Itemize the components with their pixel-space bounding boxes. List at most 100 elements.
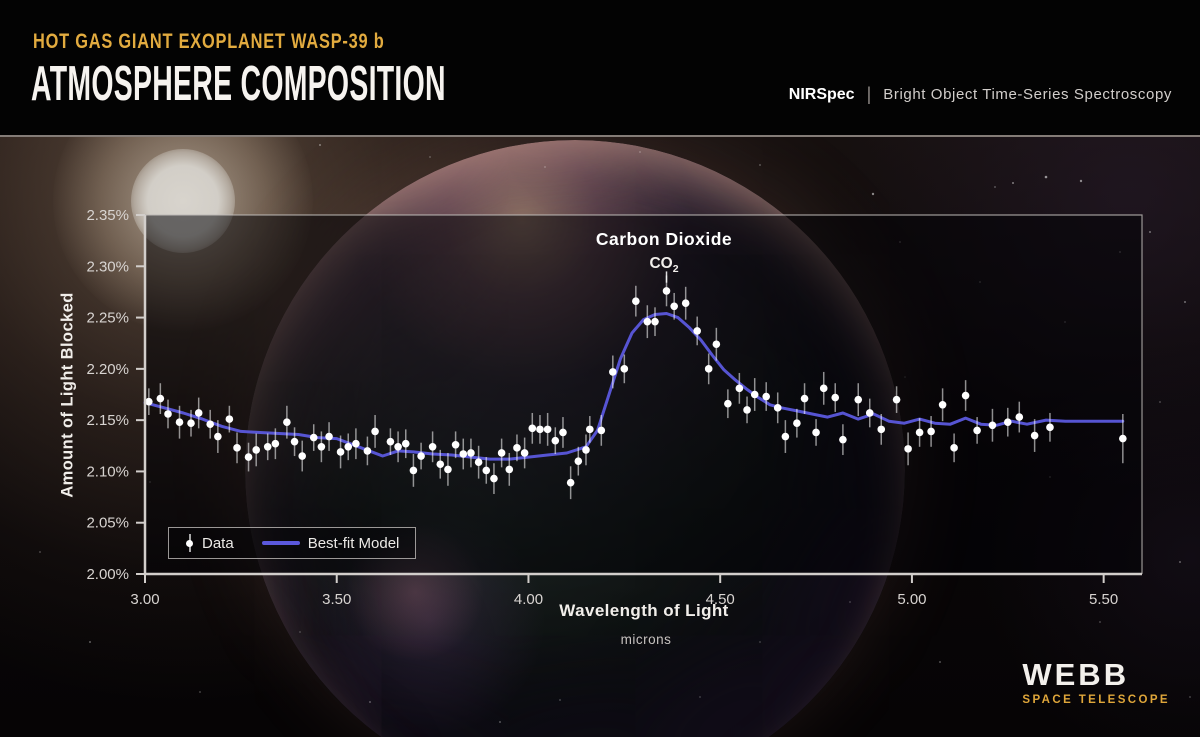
webb-logo-name: WEBB [1022, 657, 1130, 692]
data-point [670, 302, 678, 311]
data-point [271, 439, 280, 448]
legend-item-model: Best-fit Model [261, 535, 399, 552]
star [199, 691, 201, 693]
data-point [467, 449, 475, 457]
data-point [451, 440, 460, 449]
data-point [543, 425, 552, 434]
y-tick-label: 2.35% [86, 207, 129, 224]
x-tick-label: 5.50 [1089, 591, 1118, 608]
star [69, 351, 71, 353]
data-point [877, 425, 886, 434]
data-point [386, 437, 395, 446]
data-point [1030, 431, 1039, 440]
data-point [892, 395, 901, 404]
star [1184, 301, 1186, 303]
star [319, 144, 321, 146]
star [994, 186, 996, 188]
data-point [586, 425, 594, 434]
star [299, 631, 301, 633]
star [939, 661, 941, 663]
data-point [336, 448, 345, 456]
star [1099, 621, 1101, 623]
instrument-name: NIRSpec [788, 85, 855, 103]
data-point [961, 391, 970, 400]
plot-area [145, 215, 1142, 574]
star [559, 699, 561, 701]
instrument-line: NIRSpec | Bright Object Time-Series Spec… [789, 84, 1172, 105]
data-point [773, 404, 782, 412]
data-point [704, 365, 713, 373]
data-point [551, 436, 560, 445]
y-tick-label: 2.20% [86, 361, 129, 378]
data-point [490, 474, 498, 483]
data-point [632, 297, 640, 305]
data-point [214, 432, 222, 441]
instrument-divider: | [866, 84, 872, 104]
star [369, 701, 371, 703]
model-line [143, 312, 1125, 461]
data-point [317, 443, 326, 451]
formula-base: CO [649, 255, 673, 272]
data-point [394, 443, 402, 451]
data-point [474, 458, 483, 466]
y-tick-label: 2.15% [86, 412, 129, 429]
star [1179, 561, 1181, 563]
data-point [1003, 418, 1012, 426]
data-point [831, 393, 840, 402]
data-point [750, 390, 759, 399]
data-point [609, 368, 617, 376]
data-point [309, 433, 318, 442]
data-point [482, 466, 491, 475]
star [1012, 182, 1014, 184]
data-point [497, 449, 506, 457]
data-point [762, 392, 771, 401]
header-bar: HOT GAS GIANT EXOPLANET WASP-39 b ATMOSP… [0, 0, 1200, 137]
data-point [643, 317, 652, 326]
data-point [505, 465, 514, 474]
star [759, 164, 761, 166]
x-tick-label: 3.00 [130, 591, 159, 608]
data-point [436, 460, 445, 469]
data-point [839, 435, 847, 444]
data-point [988, 421, 997, 430]
planet-kicker: HOT GAS GIANT EXOPLANET WASP-39 b [33, 30, 385, 53]
data-point [409, 466, 418, 475]
data-point [819, 384, 828, 393]
star [871, 192, 875, 196]
data-point [298, 452, 307, 460]
observation-mode: Bright Object Time-Series Spectroscopy [883, 86, 1172, 103]
data-point [325, 432, 333, 441]
webb-logo-tagline: SPACE TELESCOPE [1022, 694, 1170, 706]
y-tick-label: 2.25% [86, 310, 129, 327]
star [759, 641, 761, 643]
star [39, 551, 41, 553]
webb-logo: WEBB SPACE TELESCOPE [1022, 659, 1170, 706]
y-tick-label: 2.05% [86, 515, 129, 532]
x-axis-title: Wavelength of Light [559, 601, 729, 620]
star [1189, 696, 1191, 698]
data-point [417, 452, 425, 460]
data-point [225, 415, 234, 423]
data-point [520, 449, 529, 457]
data-point [444, 465, 452, 474]
star [544, 166, 546, 168]
annotation-formula: CO2 [596, 255, 732, 275]
legend-data-label: Data [202, 534, 234, 552]
data-point [263, 443, 272, 451]
x-tick-label: 4.50 [706, 591, 735, 608]
data-point [156, 394, 165, 403]
data-point [1119, 434, 1127, 443]
data-point [528, 424, 537, 433]
data-point [352, 439, 360, 448]
chart-legend: Data Best-fit Model [168, 527, 417, 559]
data-point [865, 409, 874, 417]
x-axis-units: microns [620, 632, 672, 647]
legend-item-data: Data [185, 534, 234, 552]
data-point [187, 419, 195, 428]
x-tick-label: 4.00 [514, 591, 543, 608]
data-point [428, 443, 437, 451]
data-point [194, 409, 203, 417]
data-point [681, 299, 690, 308]
data-point [206, 420, 214, 429]
data-point [459, 450, 468, 458]
